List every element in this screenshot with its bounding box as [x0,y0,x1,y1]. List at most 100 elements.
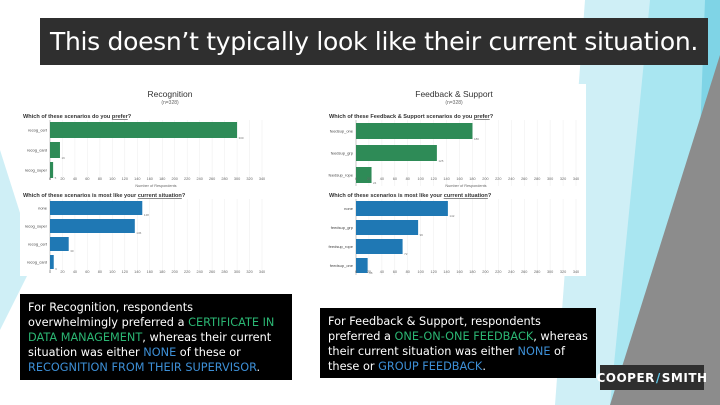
x-tick-label: 180 [159,270,165,274]
x-tick-label: 40 [73,270,77,274]
x-tick-label: 200 [482,177,488,181]
x-tick-label: 140 [134,177,140,181]
caption-highlight-current: NONE [517,345,551,358]
value-label: 148 [144,213,149,217]
x-tick-label: 40 [380,177,384,181]
caption-text: , whereas their current situation was ei… [28,331,272,359]
x-tick-label: 80 [98,270,102,274]
bar [50,162,54,178]
value-label: 96 [420,233,424,237]
bar [356,167,372,183]
x-tick-label: 140 [443,270,449,274]
x-tick-label: 160 [147,177,153,181]
x-tick-label: 220 [495,177,501,181]
feedback-current-question: Which of these scenarios is most like yo… [329,193,492,199]
x-tick-label: 300 [547,270,553,274]
feedback-current-chart: none 142 feedsup_grp 96 feedsup_rope 72 feedsu… [329,199,579,281]
bar [50,255,54,269]
logo-text-right: SMITH [661,370,708,385]
feedback-n: (n=328) [445,100,463,106]
x-tick-label: 60 [393,270,397,274]
slide-title-bar: This doesn’t typically look like their c… [40,18,708,65]
value-label: 30 [70,249,74,253]
value-label: 6 [55,267,57,271]
recognition-prefer-chart: recog_cert 300 recog_card 16 recog_super 50 20… [25,120,265,188]
caption-highlight-current: NONE [143,346,177,359]
caption-text: of these or [328,345,565,373]
feedback-prefer-question: Which of these Feedback & Support scenar… [329,114,494,120]
caption-text: of these or [176,346,241,359]
x-tick-label: 80 [406,177,410,181]
slide-title: This doesn’t typically look like their c… [49,27,699,56]
caption-text: For Feedback & Support, respondents pref… [328,315,541,343]
x-tick-label: 100 [109,270,115,274]
x-tick-label: 240 [508,270,514,274]
x-tick-label: 160 [456,270,462,274]
recognition-current-question: Which of these scenarios is most like yo… [23,193,186,199]
category-label: recog_card [27,148,47,153]
x-tick-label: 260 [209,270,215,274]
value-label: 125 [438,159,443,163]
x-tick-label: 340 [573,270,579,274]
x-tick-label: 0 [49,177,51,181]
x-tick-label: 20 [60,177,64,181]
category-label: none [38,206,48,211]
bar [50,201,143,215]
x-tick-label: 80 [98,177,102,181]
x-tick-label: 60 [393,177,397,181]
category-label: recog_super [25,168,48,173]
x-tick-label: 140 [134,270,140,274]
x-tick-label: 0 [49,270,51,274]
x-tick-label: 300 [547,177,553,181]
x-tick-label: 160 [147,270,153,274]
feedback-heading: Feedback & Support [415,89,493,99]
x-tick-label: 20 [60,270,64,274]
x-tick-label: 40 [73,177,77,181]
recognition-caption: For Recognition, respondents overwhelmin… [20,294,292,380]
x-axis-label: Number of Respondents [135,184,176,188]
x-tick-label: 300 [234,177,240,181]
x-tick-label: 240 [196,270,202,274]
x-tick-label: 200 [172,177,178,181]
x-tick-label: 60 [85,177,89,181]
caption-text: , whereas their current situation was ei… [328,330,588,358]
cooper-smith-logo: COOPER / SMITH [596,365,707,390]
value-label: 18 [369,271,373,275]
x-tick-label: 320 [560,270,566,274]
logo-slash: / [655,370,661,385]
x-tick-label: 320 [560,177,566,181]
category-label: recog_cert [28,242,48,247]
x-tick-label: 120 [122,177,128,181]
category-label: feedsup_grp [331,225,354,230]
x-tick-label: 220 [184,270,190,274]
feedback-charts: Feedback & Support (n=328) Which of thes… [329,89,580,281]
recognition-n: (n=328) [161,100,179,106]
x-tick-label: 260 [209,177,215,181]
value-label: 24 [373,181,377,185]
x-tick-label: 0 [355,270,357,274]
x-tick-label: 340 [259,270,265,274]
bar [356,123,473,139]
category-label: feedsup_one [330,129,354,134]
x-tick-label: 100 [418,270,424,274]
x-tick-label: 320 [246,270,252,274]
x-tick-label: 180 [159,177,165,181]
value-label: 180 [474,137,479,141]
x-tick-label: 200 [482,270,488,274]
decor-left-wedge [0,150,35,330]
feedback-prefer-chart: feedsup_one 180 feedsup_grp 125 feedsup_rope… [329,120,579,188]
x-tick-label: 20 [367,270,371,274]
category-label: recog_cert [28,128,48,133]
caption-text: . [482,360,486,373]
caption-text: . [256,361,261,374]
caption-highlight-preferred: CERTIFICATE IN DATA MANAGEMENT [28,316,275,344]
value-label: 136 [136,231,141,235]
x-tick-label: 320 [246,177,252,181]
bar [50,142,60,158]
category-label: none [344,206,354,211]
category-label: feedsup_rope [329,173,354,178]
x-tick-label: 80 [406,270,410,274]
logo-text-left: COOPER [596,370,655,385]
value-label: 16 [61,156,65,160]
